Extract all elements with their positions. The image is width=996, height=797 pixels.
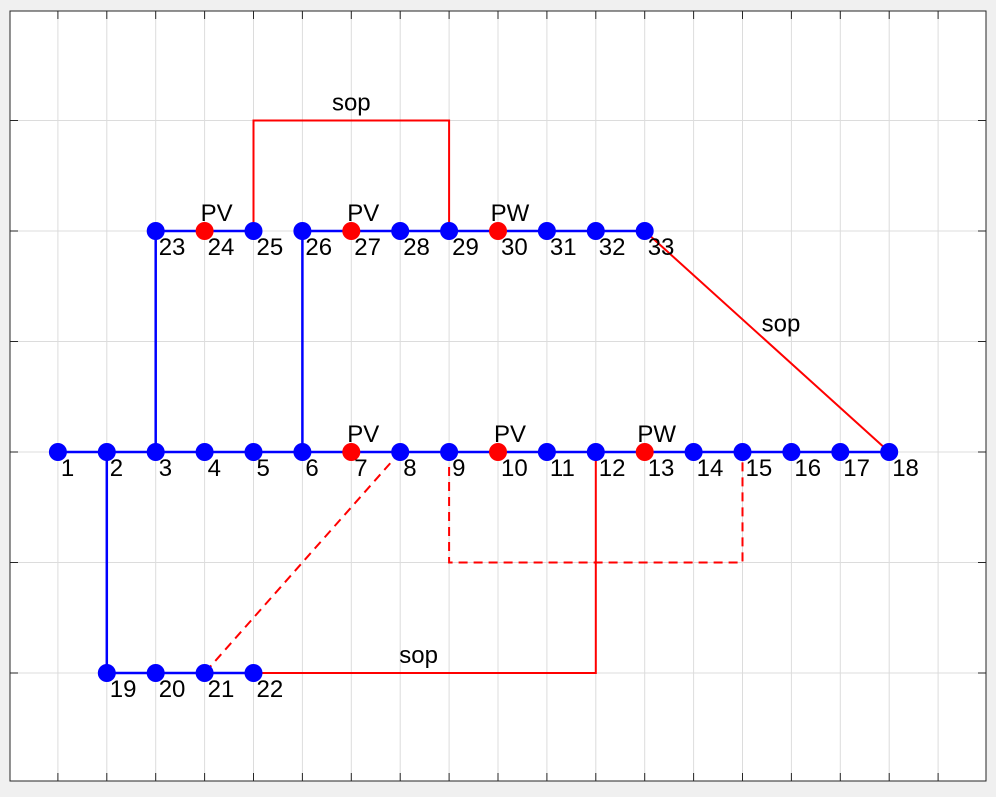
bus-label: 19 [110,676,137,703]
bus-label: 17 [843,455,870,482]
bus-node [244,222,263,240]
bus-label: 32 [599,234,626,261]
bus-label: 25 [257,234,284,261]
bus-node [537,222,556,240]
sop-label: sop [762,311,801,338]
sop-label: sop [399,642,438,669]
bus-label: 27 [354,234,381,261]
bus-label: 14 [697,455,724,482]
bus-label: 4 [208,455,221,482]
bus-label: 33 [648,234,675,261]
bus-label: 8 [403,455,416,482]
bus-node [586,222,605,240]
bus-label: 3 [159,455,172,482]
dg-label: PW [637,421,676,448]
dg-bus-node [195,222,214,240]
bus-label: 11 [550,455,575,482]
bus-label: 29 [452,234,479,261]
bus-label: 16 [794,455,821,482]
bus-label: 20 [159,676,186,703]
bus-label: 30 [501,234,528,261]
bus-label: 7 [354,455,367,482]
bus-label: 13 [648,455,675,482]
bus-node [195,443,214,461]
bus-node [244,443,263,461]
bus-node [880,443,899,461]
bus-node [146,222,165,240]
sop-label: sop [332,90,371,117]
bus-node [391,443,410,461]
bus-node [244,664,263,682]
bus-label: 31 [550,234,577,261]
sop-links [252,119,890,674]
bus-label: 21 [208,676,235,703]
dg-bus-node [342,443,361,461]
bus-node [48,443,67,461]
bus-label: 23 [159,234,186,261]
dg-bus-node [489,443,507,461]
nodes [48,222,899,682]
dg-label: PV [347,200,379,227]
dg-label: PW [491,200,530,227]
bus-label: 2 [110,455,123,482]
bus-label: 24 [208,234,235,261]
bus-node [195,664,214,682]
bus-node [635,222,654,240]
bus-node [831,443,850,461]
bus-label: 26 [305,234,332,261]
bus-node [97,664,116,682]
dg-label: PV [201,200,233,227]
sop-link [644,230,890,453]
bus-label: 15 [746,455,773,482]
bus-label: 18 [892,455,919,482]
dg-label: PV [494,421,526,448]
bus-node [684,443,703,461]
bus-label: 22 [257,676,284,703]
bus-label: 28 [403,234,430,261]
bus-label: 12 [599,455,626,482]
bus-node [733,443,752,461]
dg-bus-node [489,222,507,240]
bus-node [293,222,312,240]
tie-line [203,451,401,674]
sop-link [253,452,597,674]
bus-node [440,222,459,240]
dg-bus-node [342,222,361,240]
bus-node [146,664,165,682]
bus-node [440,443,459,461]
dg-label: PV [347,421,379,448]
bus-label: 6 [305,455,318,482]
bus-label: 9 [452,455,465,482]
bus-node [391,222,410,240]
bus-node [782,443,801,461]
bus-label: 10 [501,455,528,482]
bus-node [537,443,556,461]
bus-label: 5 [257,455,270,482]
bus-node [586,443,605,461]
bus-node [97,443,116,461]
sop-link [252,119,451,231]
axes-frame [9,10,987,782]
bus-node [146,443,165,461]
bus-node [293,443,312,461]
dg-bus-node [635,443,654,461]
axis-ticks [10,11,986,781]
bus-label: 1 [61,455,74,482]
